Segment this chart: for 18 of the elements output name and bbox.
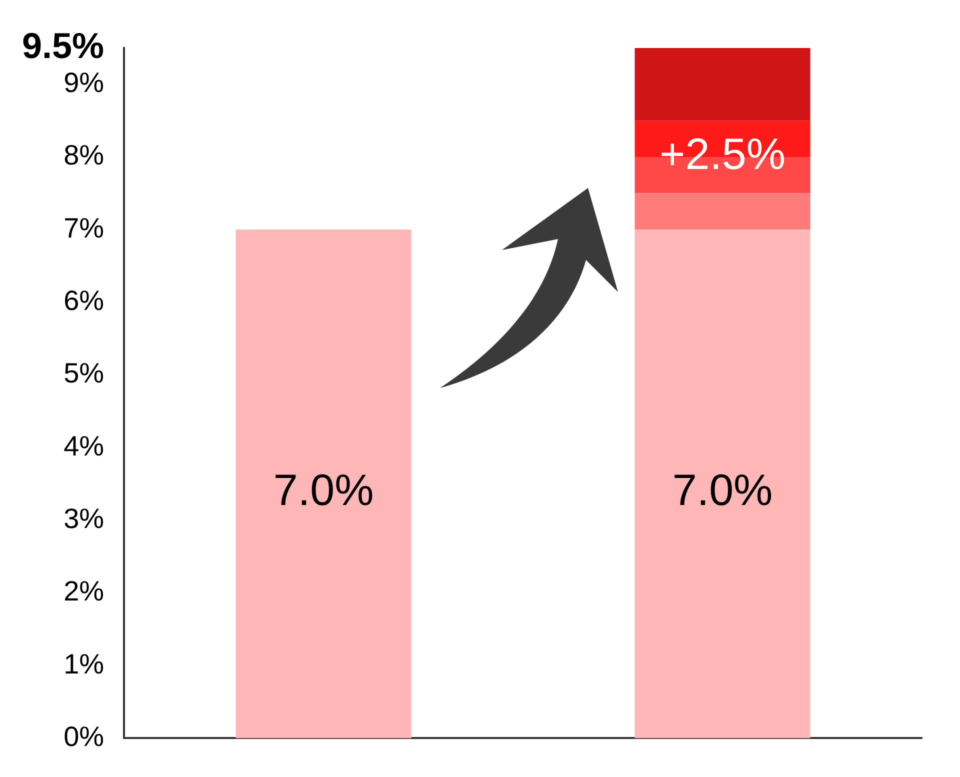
y-tick-label: 5% xyxy=(64,358,104,389)
bar xyxy=(634,193,810,230)
data-label: 7.0% xyxy=(273,466,374,516)
annotation: +2.5% xyxy=(660,130,786,180)
bar xyxy=(634,230,810,738)
bar xyxy=(236,230,412,738)
data-label: 7.0% xyxy=(672,466,773,516)
y-tick-label: 9% xyxy=(64,67,104,98)
y-tick-label: 3% xyxy=(64,502,104,534)
y-tick-label: 7% xyxy=(64,212,104,244)
y-tick-label: 2% xyxy=(64,576,104,607)
y-tick-label: 4% xyxy=(64,430,104,462)
y-tick-label: 0% xyxy=(64,720,104,752)
y-tick-label: 6% xyxy=(64,285,104,316)
y-tick-label: 9.5% xyxy=(22,24,104,66)
y-tick-label: 8% xyxy=(64,140,104,171)
y-tick-label: 1% xyxy=(64,648,104,680)
bar xyxy=(634,48,810,121)
